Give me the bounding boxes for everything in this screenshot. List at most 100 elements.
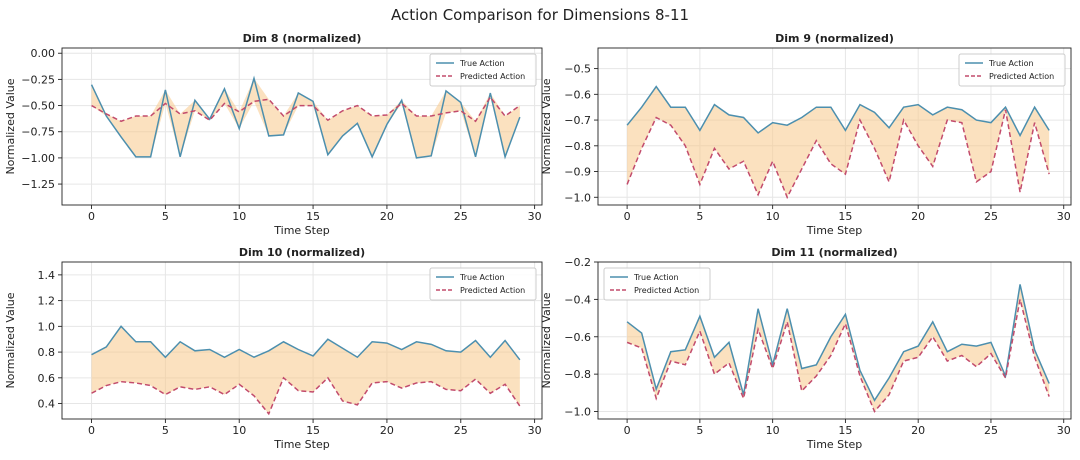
legend: True Action Predicted Action (429, 53, 537, 87)
predicted-action-line (626, 299, 1050, 413)
x-tick-label: 30 (1057, 210, 1071, 223)
y-axis-label: Normalized Value (4, 78, 17, 174)
difference-band (91, 326, 520, 414)
y-tick-label: −0.6 (564, 88, 591, 101)
legend-label: True Action (633, 273, 679, 282)
y-tick-label: −1.00 (21, 152, 55, 165)
legend-box (429, 267, 537, 301)
difference-band (627, 284, 1050, 412)
axes-frame (597, 47, 1072, 206)
legend-label: True Action (459, 59, 505, 68)
x-tick-label: 0 (88, 424, 95, 437)
y-tick-label: −0.7 (564, 114, 591, 127)
legend-box (603, 267, 711, 301)
x-tick-label: 15 (838, 210, 852, 223)
x-tick-label: 0 (624, 210, 631, 223)
y-tick-label: −1.0 (564, 191, 591, 204)
legend: True Action Predicted Action (429, 267, 537, 301)
subplot-title: Dim 11 (normalized) (771, 246, 897, 259)
legend-label: Predicted Action (634, 286, 699, 295)
axes-frame (597, 261, 1072, 420)
legend-label: Predicted Action (989, 72, 1054, 81)
legend-label: Predicted Action (460, 72, 525, 81)
y-tick-label: −0.9 (564, 166, 591, 179)
y-tick-label: 1.2 (38, 295, 56, 308)
y-tick-label: −0.5 (564, 63, 591, 76)
y-axis-label: Normalized Value (540, 292, 553, 388)
x-tick-label: 20 (911, 424, 925, 437)
y-axis-label: Normalized Value (4, 292, 17, 388)
x-tick-label: 25 (454, 210, 468, 223)
y-tick-label: −0.50 (21, 100, 55, 113)
x-tick-label: 10 (232, 424, 246, 437)
x-tick-label: 15 (306, 424, 320, 437)
true-action-line (91, 325, 521, 361)
x-tick-label: 20 (380, 210, 394, 223)
x-tick-label: 0 (88, 210, 95, 223)
subplot-dim9: 0 5 10 15 20 25 30 −1.0 −0.9 −0.8 −0.7 −0.6 −0.5 Dim … (540, 32, 1072, 237)
y-tick-label: −1.25 (21, 178, 55, 191)
x-tick-label: 30 (1057, 424, 1071, 437)
x-axis-label: Time Step (273, 438, 329, 451)
legend-box (958, 53, 1066, 87)
true-action-line (626, 284, 1050, 402)
x-tick-label: 30 (528, 210, 542, 223)
y-tick-label: −0.8 (564, 140, 591, 153)
x-tick-label: 0 (624, 424, 631, 437)
legend-label: Predicted Action (460, 286, 525, 295)
subplot-dim8: 0 5 10 15 20 25 30 −1.25 −1.00 −0.75 −0.50 −0.25 0.0… (4, 32, 543, 237)
x-tick-label: 10 (766, 424, 780, 437)
difference-band (627, 86, 1050, 198)
x-tick-label: 5 (162, 424, 169, 437)
axes-frame (61, 47, 543, 206)
y-tick-label: −0.4 (564, 293, 591, 306)
y-tick-label: −0.8 (564, 368, 591, 381)
predicted-action-line (626, 109, 1050, 200)
x-tick-label: 10 (766, 210, 780, 223)
y-tick-label: −0.25 (21, 73, 55, 86)
x-tick-label: 5 (696, 210, 703, 223)
y-tick-label: −0.75 (21, 126, 55, 139)
x-tick-label: 5 (696, 424, 703, 437)
subplot-dim11: 0 5 10 15 20 25 30 −1.0 −0.8 −0.6 −0.4 −0.2 Dim 11 (… (540, 246, 1072, 451)
subplot-title: Dim 10 (normalized) (239, 246, 365, 259)
x-tick-label: 10 (232, 210, 246, 223)
true-action-line (626, 85, 1050, 138)
x-axis-label: Time Step (806, 224, 862, 237)
x-tick-label: 25 (984, 424, 998, 437)
figure-title: Action Comparison for Dimensions 8-11 (390, 6, 690, 24)
subplot-title: Dim 8 (normalized) (243, 32, 362, 45)
legend: True Action Predicted Action (603, 267, 711, 301)
y-tick-label: 1.0 (38, 320, 56, 333)
axes-frame (61, 261, 543, 420)
y-tick-label: 1.4 (38, 269, 56, 282)
y-axis-label: Normalized Value (540, 78, 553, 174)
y-tick-label: 0.8 (38, 346, 56, 359)
y-tick-label: 0.6 (38, 372, 56, 385)
y-tick-label: 0.4 (38, 398, 56, 411)
difference-band (91, 78, 520, 158)
x-tick-label: 30 (528, 424, 542, 437)
x-tick-label: 15 (306, 210, 320, 223)
x-tick-label: 20 (380, 424, 394, 437)
subplot-dim10: 0 5 10 15 20 25 30 0.4 0.6 0.8 1.0 1.2 1.4 Dim 10 (no… (4, 246, 543, 451)
x-tick-label: 5 (162, 210, 169, 223)
x-axis-label: Time Step (273, 224, 329, 237)
x-tick-label: 15 (838, 424, 852, 437)
x-tick-label: 25 (454, 424, 468, 437)
x-tick-label: 25 (984, 210, 998, 223)
predicted-action-line (91, 376, 521, 416)
subplot-title: Dim 9 (normalized) (775, 32, 894, 45)
x-axis-label: Time Step (806, 438, 862, 451)
y-tick-label: −0.6 (564, 331, 591, 344)
legend-label: True Action (988, 59, 1034, 68)
true-action-line (90, 75, 521, 160)
y-tick-label: −1.0 (564, 406, 591, 419)
legend-label: True Action (459, 273, 505, 282)
legend: True Action Predicted Action (958, 53, 1066, 87)
y-tick-label: −0.2 (564, 256, 591, 269)
x-tick-label: 20 (911, 210, 925, 223)
y-tick-label: 0.00 (31, 47, 56, 60)
legend-box (429, 53, 537, 87)
